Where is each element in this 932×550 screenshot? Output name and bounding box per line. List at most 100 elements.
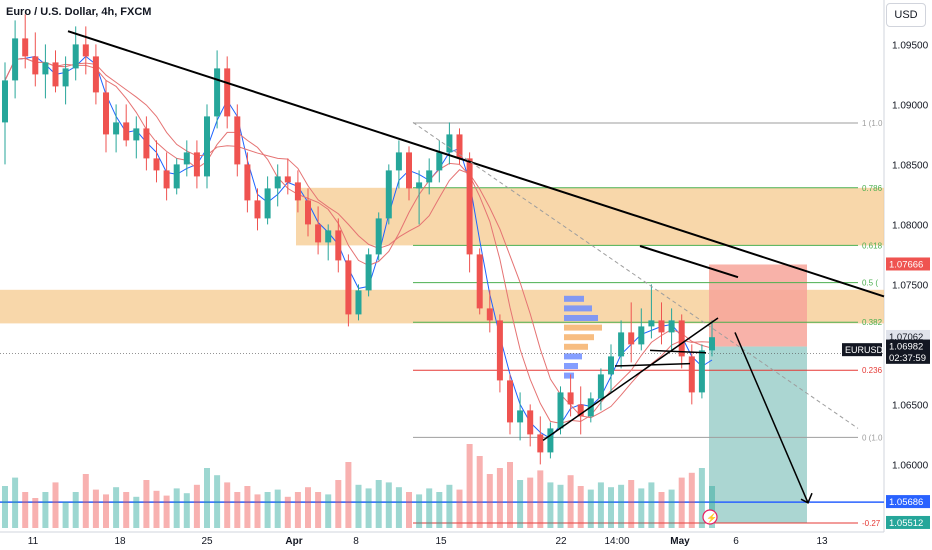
- volume-profile-bar: [564, 324, 602, 331]
- candle-body: [62, 68, 69, 87]
- volume-bar: [446, 484, 453, 528]
- time-tick-label: May: [670, 536, 690, 547]
- price-label-bg: [886, 257, 930, 271]
- volume-bar: [587, 489, 594, 528]
- volume-bar: [496, 468, 503, 528]
- price-tick-label: 1.07500: [892, 280, 929, 291]
- volume-bar: [486, 474, 493, 528]
- candle-body: [436, 152, 443, 171]
- candle-body: [618, 332, 625, 357]
- volume-bar: [82, 474, 89, 528]
- time-tick-label: 6: [733, 536, 739, 547]
- candle-body: [628, 332, 635, 345]
- candle-body: [527, 410, 534, 435]
- candle-body: [234, 116, 241, 165]
- volume-bar: [315, 492, 322, 528]
- fib-level-label: 0 (1.0: [862, 433, 883, 442]
- volume-bar: [335, 480, 342, 528]
- price-label-bg: [886, 515, 930, 529]
- price-tick-label: 1.09000: [892, 100, 929, 111]
- price-tick-label: 1.06000: [892, 460, 929, 471]
- time-tick-label: Apr: [285, 536, 302, 547]
- wedge-horizontal: [614, 362, 691, 367]
- candle-body: [395, 152, 402, 171]
- candle-body: [284, 176, 291, 183]
- candle-body: [103, 92, 109, 135]
- volume-profile-bar: [564, 315, 598, 321]
- candle-body: [52, 62, 59, 87]
- candle-body: [365, 254, 372, 291]
- fib-diagonal-dashed: [412, 121, 859, 429]
- rising-wedge-lower: [542, 317, 719, 442]
- candle-body: [597, 374, 604, 399]
- candle-body: [315, 224, 322, 243]
- candle-body: [12, 38, 19, 81]
- candle-body: [486, 308, 493, 321]
- volume-bar: [507, 462, 513, 528]
- candle-body: [173, 164, 180, 189]
- volume-bar: [648, 482, 655, 528]
- time-tick-label: 22: [555, 536, 567, 547]
- volume-bar: [456, 489, 463, 528]
- volume-bar: [517, 480, 524, 528]
- candle-body: [22, 38, 29, 57]
- volume-profile-bar: [564, 372, 574, 379]
- symbol-header: Euro / U.S. Dollar, 4h, FXCM: [6, 6, 152, 18]
- candle-body: [476, 254, 483, 309]
- fib-level-label: 0.236: [862, 366, 883, 375]
- volume-bar: [92, 489, 99, 528]
- volume-bar: [557, 484, 564, 528]
- volume-bar: [234, 492, 241, 528]
- candle-body: [466, 158, 473, 255]
- price-label: 1.07062: [889, 332, 923, 343]
- symbol-tag-bg: [842, 343, 882, 357]
- candle-body: [385, 170, 392, 219]
- event-marker-glyph: ⚡: [706, 512, 717, 524]
- candle-body: [244, 164, 251, 201]
- candle-body: [274, 176, 281, 189]
- candle-body: [133, 128, 140, 141]
- volume-bar: [476, 456, 483, 528]
- candle-body: [658, 320, 665, 333]
- candle-body: [214, 68, 221, 117]
- candle-body: [416, 182, 423, 189]
- short-trendline: [639, 245, 739, 279]
- candle-body: [123, 122, 130, 141]
- candle-body: [42, 62, 49, 75]
- volume-bar: [113, 487, 120, 528]
- volume-bar: [274, 489, 281, 528]
- candle-body: [143, 128, 150, 159]
- volume-bar: [254, 494, 261, 528]
- event-marker-icon: [702, 509, 718, 525]
- candle-body: [113, 122, 120, 135]
- volume-bar: [597, 482, 604, 528]
- price-label: 02:37:59: [889, 353, 926, 364]
- volume-bar: [638, 488, 645, 528]
- volume-bar: [345, 462, 352, 528]
- volume-bar: [325, 494, 332, 528]
- candle-body: [648, 320, 655, 327]
- volume-bar: [395, 487, 402, 528]
- candle-body: [577, 404, 584, 417]
- volume-bar: [385, 482, 392, 528]
- price-tick-label: 1.08500: [892, 160, 929, 171]
- volume-bar: [426, 488, 433, 528]
- volume-bar: [32, 498, 39, 528]
- candle-body: [406, 152, 412, 189]
- volume-bar: [244, 486, 251, 528]
- volume-bar: [52, 482, 59, 528]
- projection-arrowhead: [800, 492, 813, 504]
- candle-body: [183, 152, 190, 165]
- candle-body: [517, 410, 524, 423]
- candle-body: [638, 326, 645, 345]
- volume-profile-bar: [564, 295, 584, 302]
- candle-body: [254, 200, 261, 219]
- volume-bar: [416, 494, 423, 528]
- volume-bar: [284, 496, 291, 528]
- candle-body: [547, 428, 554, 453]
- candle-body: [2, 80, 8, 123]
- currency-button[interactable]: USD: [886, 3, 926, 27]
- candle-body: [557, 392, 564, 429]
